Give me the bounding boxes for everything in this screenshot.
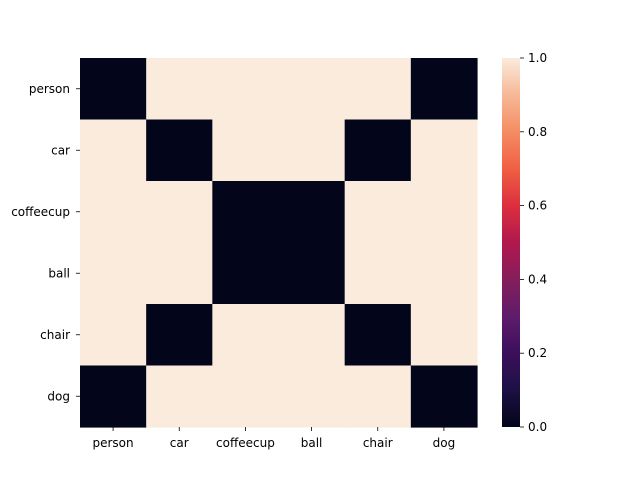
heatmap-cell [80,242,147,305]
heatmap-cell [278,304,346,367]
y-axis: person car coffeecup ball chair dog [11,82,80,403]
heatmap-cell [410,242,478,305]
y-tick-label: chair [40,328,70,342]
heatmap-cell [278,119,346,182]
heatmap-cell [410,119,478,182]
heatmap-cell [146,242,213,305]
colorbar-axis: 0.0 0.2 0.4 0.6 0.8 1.0 [520,51,547,434]
heatmap-cell [278,242,346,305]
colorbar-tick-label: 0.8 [528,125,547,139]
x-tick-label: chair [363,436,393,450]
heatmap-cell [146,304,213,367]
heatmap-cell [212,58,280,121]
heatmap-cell [410,365,478,428]
y-tick-label: person [29,82,70,96]
heatmap-cell [212,242,280,305]
colorbar-tick-label: 0.0 [528,420,547,434]
heatmap-cell [344,58,412,121]
x-axis: person car coffeecup ball chair dog [93,427,456,450]
heatmap-cell [344,242,412,305]
heatmap-cell [344,304,412,367]
heatmap-cell [278,365,346,428]
y-tick-label: car [51,143,70,157]
heatmap-cell [278,58,346,121]
heatmap-cell [146,119,213,182]
heatmap-cell [344,119,412,182]
heatmap-cell [80,58,147,121]
heatmap-cell [146,365,213,428]
x-tick-label: person [93,436,134,450]
x-tick-label: dog [433,436,456,450]
heatmap-cell [80,181,147,244]
heatmap-cell [146,58,213,121]
heatmap-cell [278,181,346,244]
heatmap-cells [80,58,478,428]
y-tick-label: coffeecup [11,205,70,219]
colorbar [502,58,520,427]
heatmap-cell [146,181,213,244]
colorbar-tick-label: 0.4 [528,272,547,286]
x-tick-label: ball [301,436,323,450]
heatmap-cell [80,119,147,182]
heatmap-cell [212,181,280,244]
heatmap-cell [410,181,478,244]
y-tick-label: dog [47,389,70,403]
heatmap-cell [80,365,147,428]
heatmap-cell [212,365,280,428]
heatmap-cell [344,365,412,428]
heatmap-cell [410,58,478,121]
heatmap-cell [212,119,280,182]
colorbar-tick-label: 0.2 [528,346,547,360]
heatmap-cell [410,304,478,367]
y-tick-label: ball [48,266,70,280]
colorbar-tick-label: 1.0 [528,51,547,65]
colorbar-tick-label: 0.6 [528,199,547,213]
x-tick-label: car [170,436,189,450]
heatmap-cell [212,304,280,367]
colorbar-gradient [502,58,520,427]
heatmap-cell [80,304,147,367]
heatmap-cell [344,181,412,244]
x-tick-label: coffeecup [216,436,275,450]
